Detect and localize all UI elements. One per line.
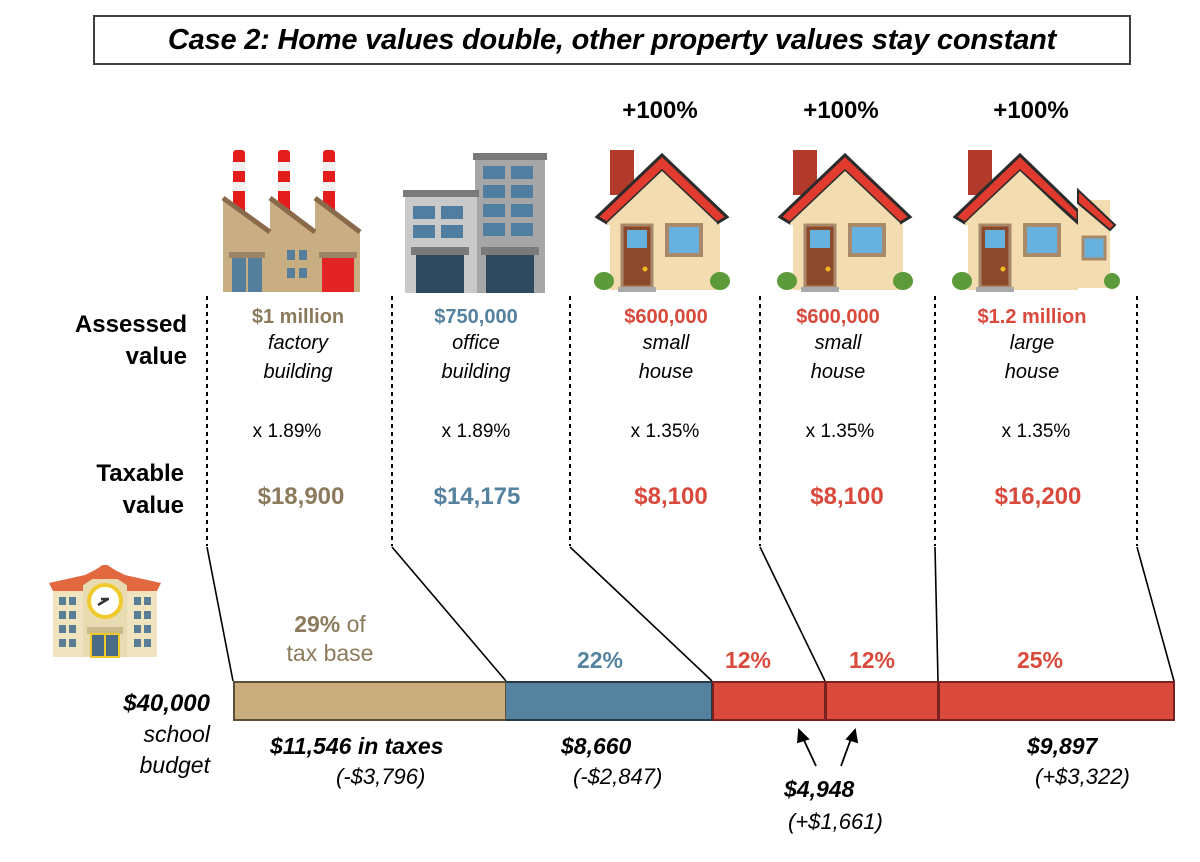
taxable-value: $8,100 — [810, 483, 884, 510]
property-column-office: $750,000 office building — [434, 306, 518, 383]
bar-segment-large-house — [938, 681, 1175, 721]
tax-amount-large-house: $9,897 (+$3,322) — [1027, 733, 1130, 789]
share-label-office: 22% — [576, 647, 624, 673]
page-title: Case 2: Home values double, other proper… — [167, 23, 1057, 56]
office-building-icon — [403, 153, 547, 293]
title-box: Case 2: Home values double, other proper… — [93, 15, 1131, 65]
taxable-value: $8,100 — [634, 483, 708, 510]
tax-rate: x 1.89% — [441, 421, 511, 442]
assessed-value-label: Assessed value — [74, 311, 187, 370]
share-label-small-house-1: 12% — [724, 647, 772, 673]
property-column-factory: $1 million factory building — [251, 306, 345, 383]
school-icon — [49, 565, 161, 658]
taxable-value: $14,175 — [433, 483, 521, 510]
value-change-label: +100% — [622, 97, 698, 124]
large-house-icon — [952, 150, 1120, 292]
value-change-label: +100% — [803, 97, 879, 124]
house-icon — [777, 150, 913, 292]
property-column-small-house-2: $600,000 small house — [796, 306, 880, 383]
property-column-large-house: $1.2 million large house — [977, 306, 1087, 383]
bar-segment-small-house-2 — [825, 681, 939, 721]
share-label-large-house: 25% — [1016, 647, 1064, 673]
property-column-small-house-1: $600,000 small house — [624, 306, 708, 383]
tax-rate: x 1.35% — [1001, 421, 1071, 442]
value-change-label: +100% — [993, 97, 1069, 124]
tax-rate: x 1.35% — [805, 421, 875, 442]
share-label-factory: 29% of tax base — [286, 611, 374, 666]
share-label-small-house-2: 12% — [848, 647, 896, 673]
bar-segment-small-house-1 — [712, 681, 826, 721]
house-icon — [594, 150, 730, 292]
tax-rate: x 1.89% — [252, 421, 322, 442]
bar-segment-office — [506, 681, 713, 721]
taxable-value-label: Taxable value — [96, 460, 184, 519]
tax-amount-office: $8,660 (-$2,847) — [561, 733, 663, 789]
tax-amount-small-house: $4,948 (+$1,661) — [784, 776, 883, 834]
school-budget-label: $40,000 school budget — [123, 690, 210, 778]
arrow-icon — [796, 727, 859, 767]
taxable-value: $16,200 — [994, 483, 1082, 510]
factory-icon — [221, 150, 362, 292]
tax-amount-factory: $11,546 in taxes (-$3,796) — [270, 733, 444, 789]
bar-segment-factory — [233, 681, 507, 721]
taxable-value: $18,900 — [257, 483, 345, 510]
tax-rate: x 1.35% — [630, 421, 700, 442]
